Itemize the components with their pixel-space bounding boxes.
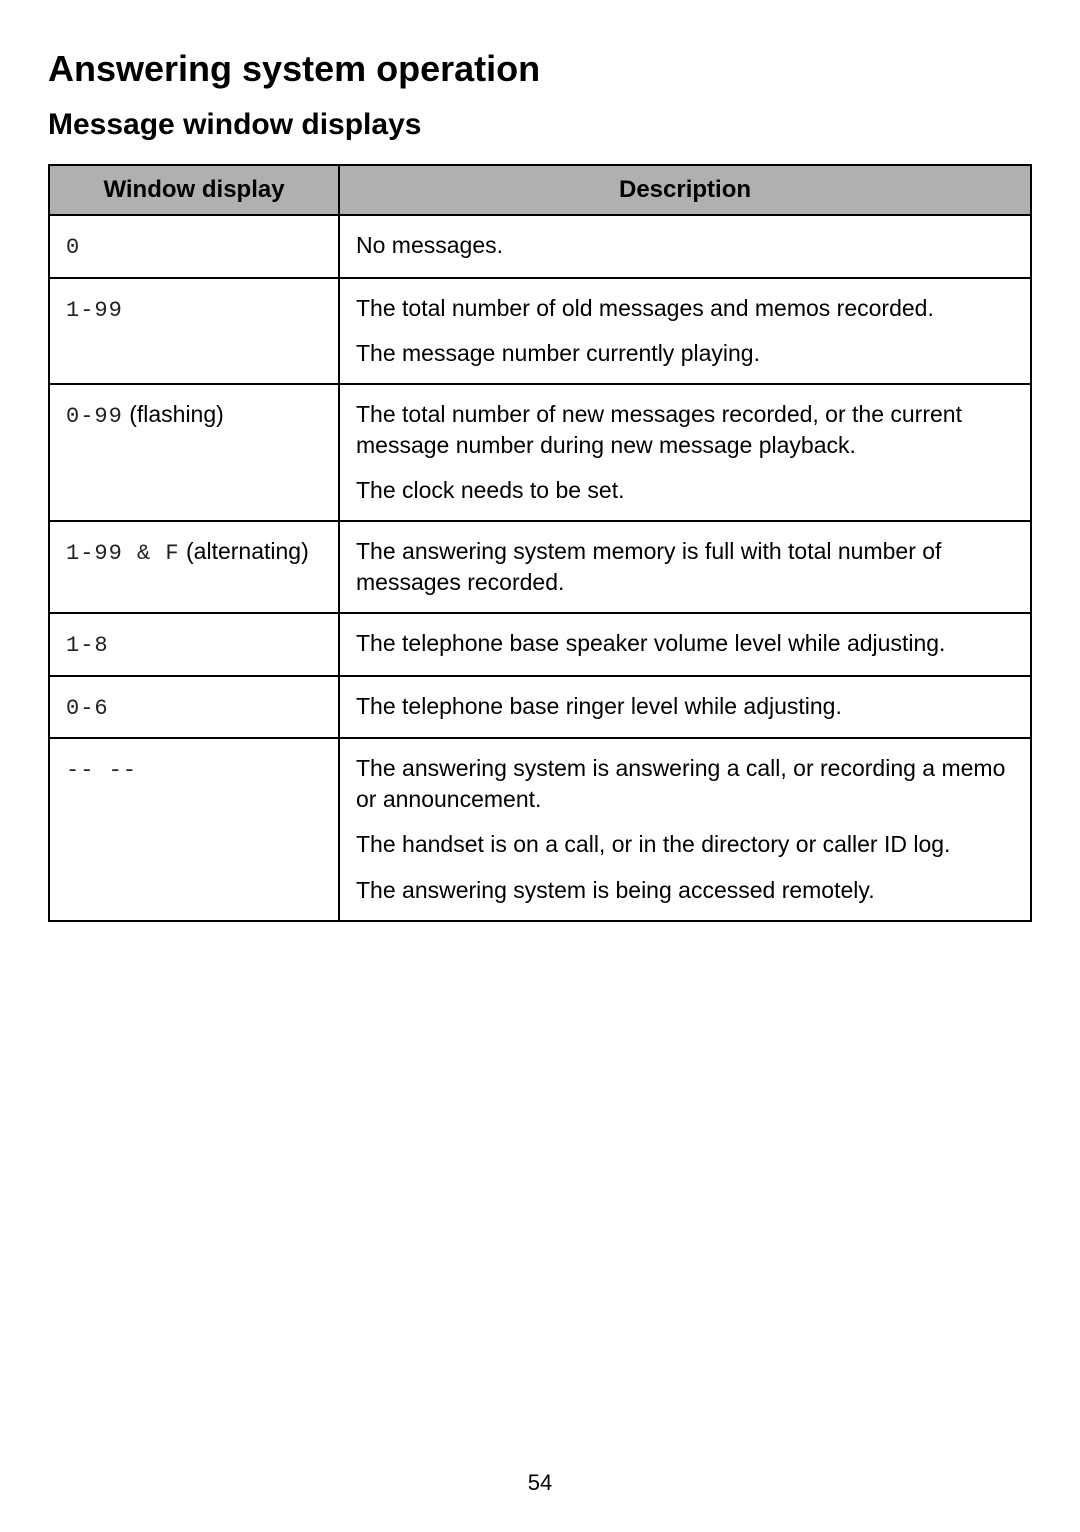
page-container: Answering system operation Message windo… <box>0 0 1080 1532</box>
table-header-description: Description <box>339 165 1031 215</box>
display-code: 1-99 <box>66 541 123 566</box>
display-suffix-code: & F <box>123 541 180 566</box>
description-text: The total number of new messages recorde… <box>356 399 1014 461</box>
table-row: 0-99 (flashing) The total number of new m… <box>49 384 1031 521</box>
page-number: 54 <box>0 1470 1080 1496</box>
cell-window-display: 0-99 (flashing) <box>49 384 339 521</box>
table-row: 1-99 & F (alternating) The answering syst… <box>49 521 1031 613</box>
display-suffix: (alternating) <box>180 538 309 564</box>
cell-window-display: 0-6 <box>49 676 339 739</box>
description-text: No messages. <box>356 230 1014 261</box>
description-text: The telephone base ringer level while ad… <box>356 691 1014 722</box>
cell-description: The telephone base ringer level while ad… <box>339 676 1031 739</box>
description-text: The answering system is answering a call… <box>356 753 1014 815</box>
display-code: 1-99 <box>66 298 123 323</box>
cell-description: The answering system memory is full with… <box>339 521 1031 613</box>
cell-description: The total number of new messages recorde… <box>339 384 1031 521</box>
description-text: The telephone base speaker volume level … <box>356 628 1014 659</box>
cell-description: The total number of old messages and mem… <box>339 278 1031 384</box>
cell-window-display: 1-99 & F (alternating) <box>49 521 339 613</box>
table-row: 1-99 The total number of old messages and… <box>49 278 1031 384</box>
page-subtitle: Message window displays <box>48 108 1032 142</box>
description-text: The answering system memory is full with… <box>356 536 1014 598</box>
description-text: The clock needs to be set. <box>356 475 1014 506</box>
cell-window-display: 0 <box>49 215 339 278</box>
table-row: 0 No messages. <box>49 215 1031 278</box>
display-code: 0-6 <box>66 696 109 721</box>
page-title: Answering system operation <box>48 48 1032 90</box>
cell-description: The answering system is answering a call… <box>339 738 1031 920</box>
cell-window-display: 1-8 <box>49 613 339 676</box>
display-code: 1-8 <box>66 633 109 658</box>
display-suffix: (flashing) <box>123 401 224 427</box>
cell-window-display: -- -- <box>49 738 339 920</box>
cell-description: No messages. <box>339 215 1031 278</box>
description-text: The handset is on a call, or in the dire… <box>356 829 1014 860</box>
cell-window-display: 1-99 <box>49 278 339 384</box>
table-row: 0-6 The telephone base ringer level while… <box>49 676 1031 739</box>
cell-description: The telephone base speaker volume level … <box>339 613 1031 676</box>
display-code: 0 <box>66 235 80 260</box>
table-body: 0 No messages. 1-99 The total number of old… <box>49 215 1031 921</box>
description-text: The total number of old messages and mem… <box>356 293 1014 324</box>
table-row: -- -- The answering system is answering a… <box>49 738 1031 920</box>
description-text: The message number currently playing. <box>356 338 1014 369</box>
table-header-display: Window display <box>49 165 339 215</box>
display-code: -- -- <box>66 758 137 783</box>
display-code: 0-99 <box>66 404 123 429</box>
table-row: 1-8 The telephone base speaker volume lev… <box>49 613 1031 676</box>
description-text: The answering system is being accessed r… <box>356 875 1014 906</box>
display-table: Window display Description 0 No messages.… <box>48 164 1032 922</box>
